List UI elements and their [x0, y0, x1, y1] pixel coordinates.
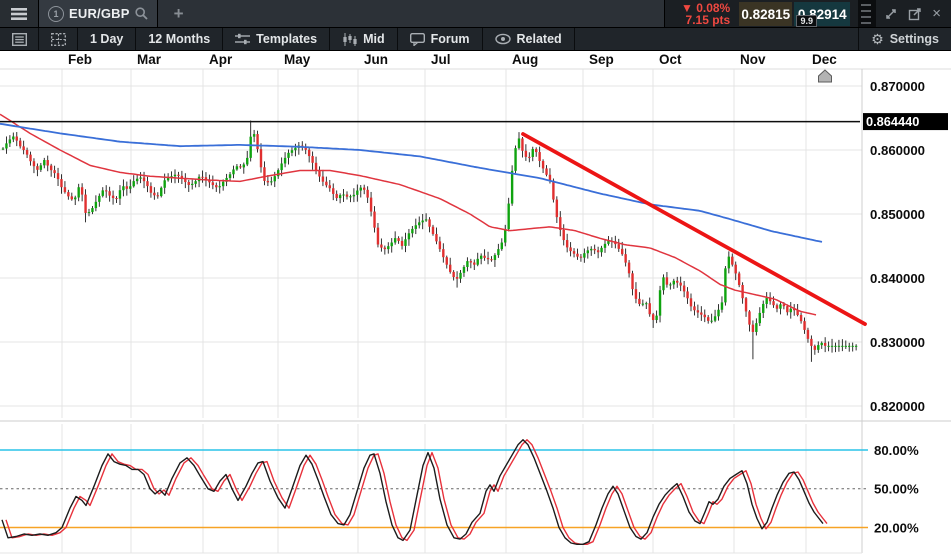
- related-eye-icon: [494, 33, 511, 45]
- range-label: 12 Months: [148, 32, 211, 46]
- svg-text:0.870000: 0.870000: [870, 79, 925, 94]
- chart-region: Feb Mar Apr May Jun Jul Aug Sep Oct Nov Dec 80.00% 5…: [0, 51, 951, 559]
- window-controls: ×: [876, 6, 947, 21]
- svg-text:Sep: Sep: [589, 52, 614, 67]
- svg-text:May: May: [284, 52, 311, 67]
- main-menu-button[interactable]: [0, 0, 39, 27]
- change-block: ▼ 0.08% 7.15 pts: [681, 2, 730, 26]
- hamburger-icon: [11, 7, 27, 20]
- sell-price-button[interactable]: 0.82815: [739, 2, 793, 26]
- trendline-layer: [521, 132, 867, 326]
- svg-text:0.820000: 0.820000: [870, 399, 925, 414]
- svg-text:0.864440: 0.864440: [866, 114, 919, 129]
- change-percent: 0.08%: [696, 0, 731, 15]
- close-icon[interactable]: ×: [932, 5, 941, 22]
- stochastic-levels: 80.00% 50.00% 20.00%: [0, 443, 919, 535]
- svg-text:Feb: Feb: [68, 52, 92, 67]
- ma-blue-line: [0, 122, 823, 243]
- spread-badge: 9.9: [796, 15, 817, 27]
- ma-red-line: [0, 113, 817, 316]
- grid-layer: [0, 68, 951, 554]
- ma-blue-line: [0, 122, 823, 243]
- chart-canvas[interactable]: Feb Mar Apr May Jun Jul Aug Sep Oct Nov Dec 80.00% 5…: [0, 51, 951, 559]
- month-axis: Feb Mar Apr May Jun Jul Aug Sep Oct Nov Dec: [68, 52, 837, 83]
- ma-red-line: [0, 113, 817, 316]
- top-bar: 1 EUR/GBP + ▼ 0.08% 7.15 pts 0.82815 0.8…: [0, 0, 951, 28]
- expand-icon[interactable]: [884, 7, 898, 21]
- forum-button[interactable]: Forum: [398, 28, 483, 50]
- settings-button[interactable]: ⚙ Settings: [858, 28, 951, 50]
- settings-label: Settings: [889, 32, 939, 46]
- interval-button[interactable]: 1 Day: [78, 28, 137, 50]
- svg-text:Aug: Aug: [512, 52, 538, 67]
- stochastic-lines: [1, 439, 828, 545]
- chart-type-label: Mid: [363, 32, 385, 46]
- svg-text:80.00%: 80.00%: [874, 443, 919, 458]
- layout-grid-icon: [50, 32, 66, 46]
- svg-text:50.00%: 50.00%: [874, 482, 919, 497]
- forum-bubble-icon: [409, 32, 425, 46]
- popout-icon[interactable]: [908, 7, 922, 21]
- svg-text:Jul: Jul: [431, 52, 451, 67]
- templates-label: Templates: [256, 32, 318, 46]
- tab-strip: 1 EUR/GBP +: [39, 0, 665, 27]
- tab-eurgbp[interactable]: 1 EUR/GBP: [39, 0, 158, 27]
- chart-marker-icon: [818, 69, 832, 83]
- svg-text:0.860000: 0.860000: [870, 143, 925, 158]
- axis-drag-strip[interactable]: [858, 0, 877, 27]
- svg-text:20.00%: 20.00%: [874, 520, 919, 535]
- forum-label: Forum: [430, 32, 470, 46]
- svg-text:0.840000: 0.840000: [870, 271, 925, 286]
- candles-layer: [1, 120, 858, 362]
- related-button[interactable]: Related: [483, 28, 575, 50]
- svg-text:Nov: Nov: [740, 52, 766, 67]
- scale-ticks-icon: [861, 3, 872, 24]
- watchlist-icon: [11, 32, 27, 46]
- svg-text:Oct: Oct: [659, 52, 682, 67]
- instrument-number-icon: 1: [48, 5, 64, 22]
- settings-gear-icon: ⚙: [871, 31, 884, 47]
- svg-text:0.850000: 0.850000: [870, 207, 925, 222]
- svg-text:Dec: Dec: [812, 52, 837, 67]
- svg-text:Apr: Apr: [209, 52, 233, 67]
- trendline: [521, 132, 867, 326]
- chart-toolbar: 1 Day 12 Months Templates Mid Forum: [0, 28, 951, 51]
- related-label: Related: [516, 32, 562, 46]
- price-axis: 0.870000 0.860000 0.850000 0.840000 0.830000…: [863, 79, 948, 414]
- down-triangle-icon: ▼: [680, 0, 693, 15]
- svg-text:0.830000: 0.830000: [870, 335, 925, 350]
- svg-text:Jun: Jun: [364, 52, 388, 67]
- change-points: 7.15 pts: [685, 12, 731, 27]
- search-icon[interactable]: [135, 7, 148, 20]
- candlestick-icon: [343, 32, 357, 46]
- layout-grid-button[interactable]: [39, 28, 78, 50]
- templates-sliders-icon: [235, 33, 251, 45]
- price-area: ▼ 0.08% 7.15 pts 0.82815 0.82914 9.9: [665, 0, 951, 27]
- instrument-label: EUR/GBP: [69, 6, 130, 21]
- range-button[interactable]: 12 Months: [136, 28, 224, 50]
- add-tab-button[interactable]: +: [173, 3, 184, 23]
- chart-type-button[interactable]: Mid: [330, 28, 398, 50]
- svg-text:Mar: Mar: [137, 52, 162, 67]
- templates-button[interactable]: Templates: [223, 28, 331, 50]
- watchlist-button[interactable]: [0, 28, 39, 50]
- interval-label: 1 Day: [90, 32, 124, 46]
